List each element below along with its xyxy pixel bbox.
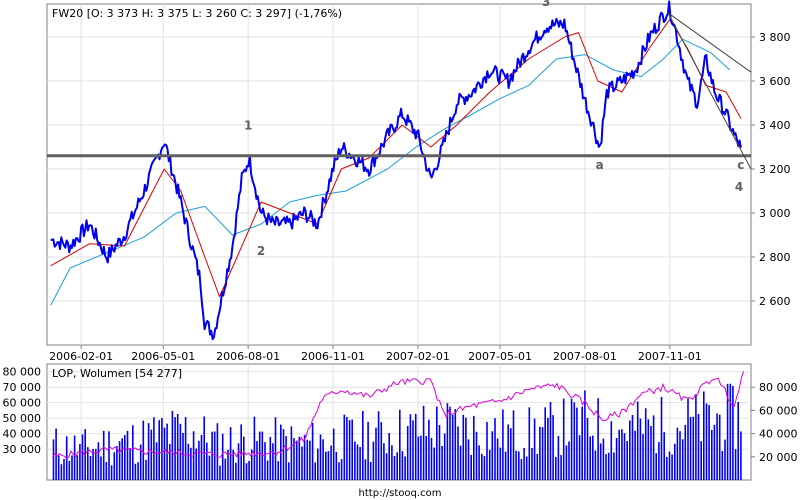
price-y-tick-label: 3 600 xyxy=(759,75,791,88)
volume-left-y-tick-label: 70 000 xyxy=(3,381,42,394)
price-x-tick-label: 2007-05-01 xyxy=(468,350,532,363)
wave-label: 2 xyxy=(257,244,265,258)
ma-long-line xyxy=(50,38,731,306)
price-x-tick-label: 2007-11-01 xyxy=(638,350,702,363)
source-footer: http://stooq.com xyxy=(359,488,442,499)
price-y-tick-label: 2 600 xyxy=(759,295,791,308)
price-y-tick-label: 2 800 xyxy=(759,251,791,264)
lop-line-group xyxy=(52,371,745,460)
wave-label: c xyxy=(737,158,744,172)
price-x-tick-label: 2007-08-01 xyxy=(553,350,617,363)
volume-right-y-axis: 80 000 60 000 40 000 20 000 xyxy=(751,381,798,464)
price-series-group xyxy=(50,0,742,341)
wave-label: 3 xyxy=(542,0,550,9)
volume-left-y-tick-label: 80 000 xyxy=(3,366,42,379)
volume-left-y-tick-label: 40 000 xyxy=(3,428,42,441)
volume-left-y-tick-label: 30 000 xyxy=(3,443,42,456)
wave-label: 4 xyxy=(735,180,743,194)
wave-label: 1 xyxy=(244,118,252,132)
price-y-tick-label: 3 800 xyxy=(759,31,791,44)
price-panel-frame xyxy=(46,3,752,346)
volume-panel-title: LOP, Wolumen [54 277] xyxy=(52,367,182,380)
price-gridlines xyxy=(47,4,751,345)
volume-left-y-axis: 80 000 70 000 60 000 50 000 40 000 30 000 xyxy=(3,366,42,456)
price-x-tick-label: 2007-02-01 xyxy=(386,350,450,363)
volume-right-y-tick-label: 60 000 xyxy=(759,404,798,417)
price-y-axis: 3 800 3 600 3 400 3 200 3 000 2 800 2 600 xyxy=(751,31,791,308)
volume-right-y-tick-label: 20 000 xyxy=(759,451,798,464)
price-x-axis: 2006-02-01 2006-05-01 2006-08-01 2006-11-01… xyxy=(49,345,702,363)
price-x-tick-label: 2006-05-01 xyxy=(131,350,195,363)
wave-labels: 123abc4 xyxy=(244,0,744,258)
volume-bars-group xyxy=(52,383,742,480)
price-x-tick-label: 2006-11-01 xyxy=(301,350,365,363)
volume-left-y-tick-label: 50 000 xyxy=(3,412,42,425)
price-y-tick-label: 3 000 xyxy=(759,207,791,220)
price-x-tick-label: 2006-02-01 xyxy=(49,350,113,363)
fw20-price-line xyxy=(50,0,742,341)
price-y-tick-label: 3 200 xyxy=(759,163,791,176)
volume-left-y-tick-label: 60 000 xyxy=(3,397,42,410)
lop-line xyxy=(52,371,745,460)
wave-label: a xyxy=(596,158,604,172)
trend-line xyxy=(667,12,752,170)
price-overlays xyxy=(47,12,752,170)
price-panel-title: FW20 [O: 3 373 H: 3 375 L: 3 260 C: 3 29… xyxy=(52,7,342,20)
price-x-tick-label: 2006-08-01 xyxy=(216,350,280,363)
trend-line xyxy=(667,12,752,73)
volume-right-y-tick-label: 80 000 xyxy=(759,381,798,394)
volume-right-y-tick-label: 40 000 xyxy=(759,428,798,441)
price-y-tick-label: 3 400 xyxy=(759,119,791,132)
